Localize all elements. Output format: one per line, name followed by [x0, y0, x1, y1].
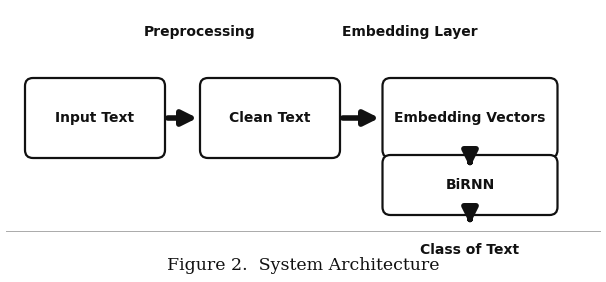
Text: Class of Text: Class of Text	[421, 243, 519, 257]
Text: Input Text: Input Text	[55, 111, 135, 125]
Text: Embedding Vectors: Embedding Vectors	[395, 111, 545, 125]
FancyBboxPatch shape	[382, 155, 558, 215]
Text: Embedding Layer: Embedding Layer	[342, 25, 478, 39]
FancyBboxPatch shape	[25, 78, 165, 158]
FancyBboxPatch shape	[382, 78, 558, 158]
Text: Clean Text: Clean Text	[229, 111, 311, 125]
Text: BiRNN: BiRNN	[445, 178, 494, 192]
FancyBboxPatch shape	[200, 78, 340, 158]
Text: Figure 2.  System Architecture: Figure 2. System Architecture	[167, 257, 439, 274]
Text: Preprocessing: Preprocessing	[144, 25, 256, 39]
